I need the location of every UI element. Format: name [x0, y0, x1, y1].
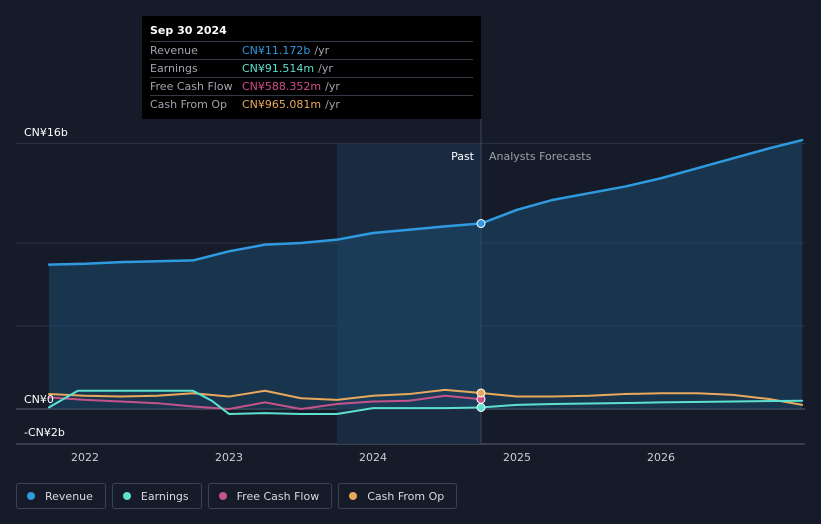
earnings-line — [48, 389, 804, 415]
y-label-zero: CN¥0 — [24, 393, 54, 406]
series-markers — [476, 219, 486, 412]
cash-from-op-line — [48, 388, 804, 406]
tooltip-value: CN¥965.081m — [242, 98, 322, 111]
x-tick-label: 2026 — [647, 451, 675, 464]
legend-label: Earnings — [140, 489, 189, 503]
tooltip-label: Revenue — [150, 44, 198, 57]
x-tick-label: 2022 — [71, 451, 99, 464]
free-cash-flow-line — [48, 394, 482, 410]
revenue-dot-icon — [27, 492, 35, 500]
legend-item-earnings[interactable]: Earnings — [111, 483, 202, 509]
y-label-top: CN¥16b — [24, 126, 68, 139]
tooltip-value: CN¥91.514m — [242, 62, 315, 75]
legend-label: Free Cash Flow — [236, 489, 320, 503]
y-label-bottom: -CN¥2b — [24, 426, 65, 439]
tooltip-label: Cash From Op — [150, 98, 228, 111]
x-tick-label: 2023 — [215, 451, 243, 464]
forecast-label: Analysts Forecasts — [489, 150, 592, 163]
tooltip-unit: /yr — [325, 98, 340, 111]
x-tick-label: 2025 — [503, 451, 531, 464]
legend: Revenue Earnings Free Cash Flow Cash Fro… — [16, 483, 458, 509]
series-areas — [49, 140, 803, 409]
x-tick-label: 2024 — [359, 451, 387, 464]
free-cash-flow-dot-icon — [218, 492, 227, 500]
tooltip-value: CN¥588.352m — [242, 80, 322, 93]
series-lines — [47, 138, 804, 415]
tooltip-date: Sep 30 2024 — [150, 24, 227, 37]
tooltip-row-revenue: Revenue CN¥11.172b /yr — [150, 41, 473, 59]
earnings-marker — [476, 402, 486, 412]
cash-from-op-dot-icon — [349, 492, 358, 500]
revenue-line — [47, 138, 804, 266]
revenue-area — [49, 140, 803, 409]
tooltip-unit: /yr — [318, 62, 333, 75]
tooltip-value: CN¥11.172b — [242, 44, 311, 57]
tooltip-label: Free Cash Flow — [150, 80, 233, 93]
past-label: Past — [451, 150, 475, 163]
x-tick-labels: 2022 2023 2024 2025 2026 — [71, 451, 675, 464]
tooltip-row-earnings: Earnings CN¥91.514m /yr — [150, 59, 473, 77]
legend-label: Revenue — [45, 489, 93, 503]
cash-from-op-marker — [476, 388, 486, 398]
legend-item-free-cash-flow[interactable]: Free Cash Flow — [207, 483, 333, 509]
earnings-dot-icon — [122, 492, 131, 500]
tooltip-label: Earnings — [150, 62, 198, 75]
axis-labels: CN¥16b CN¥0 -CN¥2b Past Analysts Forecas… — [24, 126, 592, 439]
legend-item-revenue[interactable]: Revenue — [16, 483, 106, 509]
legend-label: Cash From Op — [367, 489, 445, 503]
tooltip: Sep 30 2024 Revenue CN¥11.172b /yr Earni… — [142, 16, 481, 119]
tooltip-unit: /yr — [325, 80, 340, 93]
revenue-marker — [476, 219, 486, 229]
legend-item-cash-from-op[interactable]: Cash From Op — [338, 483, 458, 509]
tooltip-unit: /yr — [314, 44, 330, 57]
tooltip-row-cfo: Cash From Op CN¥965.081m /yr — [150, 95, 473, 113]
tooltip-row-fcf: Free Cash Flow CN¥588.352m /yr — [150, 77, 473, 95]
